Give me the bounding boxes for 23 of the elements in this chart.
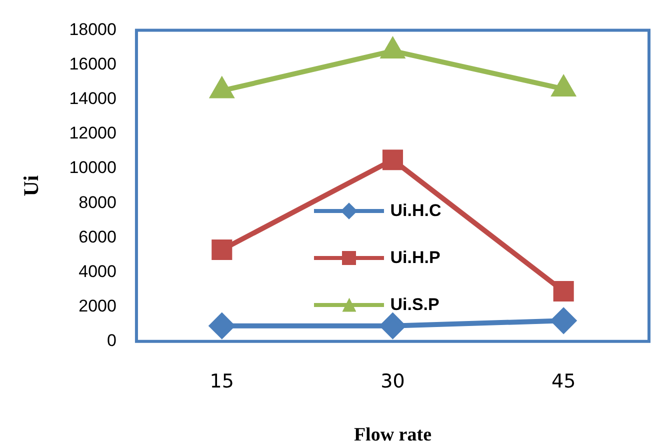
point (212, 239, 232, 260)
point (553, 280, 574, 302)
y-tick-label: 8000 (78, 192, 116, 212)
y-tick-label: 10000 (69, 158, 116, 178)
y-tick-label: 2000 (78, 296, 116, 316)
y-tick-label: 0 (107, 331, 116, 350)
x-tick-label: 45 (551, 370, 576, 393)
y-axis-title: Ui (19, 175, 44, 196)
y-tick-label: 6000 (78, 227, 116, 246)
legend-label: Ui.S.P (390, 294, 440, 315)
x-tick-label: 15 (210, 370, 234, 393)
legend-label: Ui.H.P (390, 248, 440, 268)
legend-label: Ui.H.C (390, 200, 442, 221)
y-tick-label: 12000 (69, 124, 116, 143)
point (551, 308, 576, 334)
x-tick-label: 30 (380, 370, 405, 393)
y-tick-label: 18000 (69, 20, 116, 39)
point (209, 313, 234, 338)
y-tick-label: 14000 (69, 89, 116, 108)
point (380, 313, 406, 338)
y-tick-label: 4000 (78, 262, 116, 281)
y-tick-label: 16000 (69, 54, 116, 74)
x-axis-title: Flow rate (354, 424, 432, 446)
